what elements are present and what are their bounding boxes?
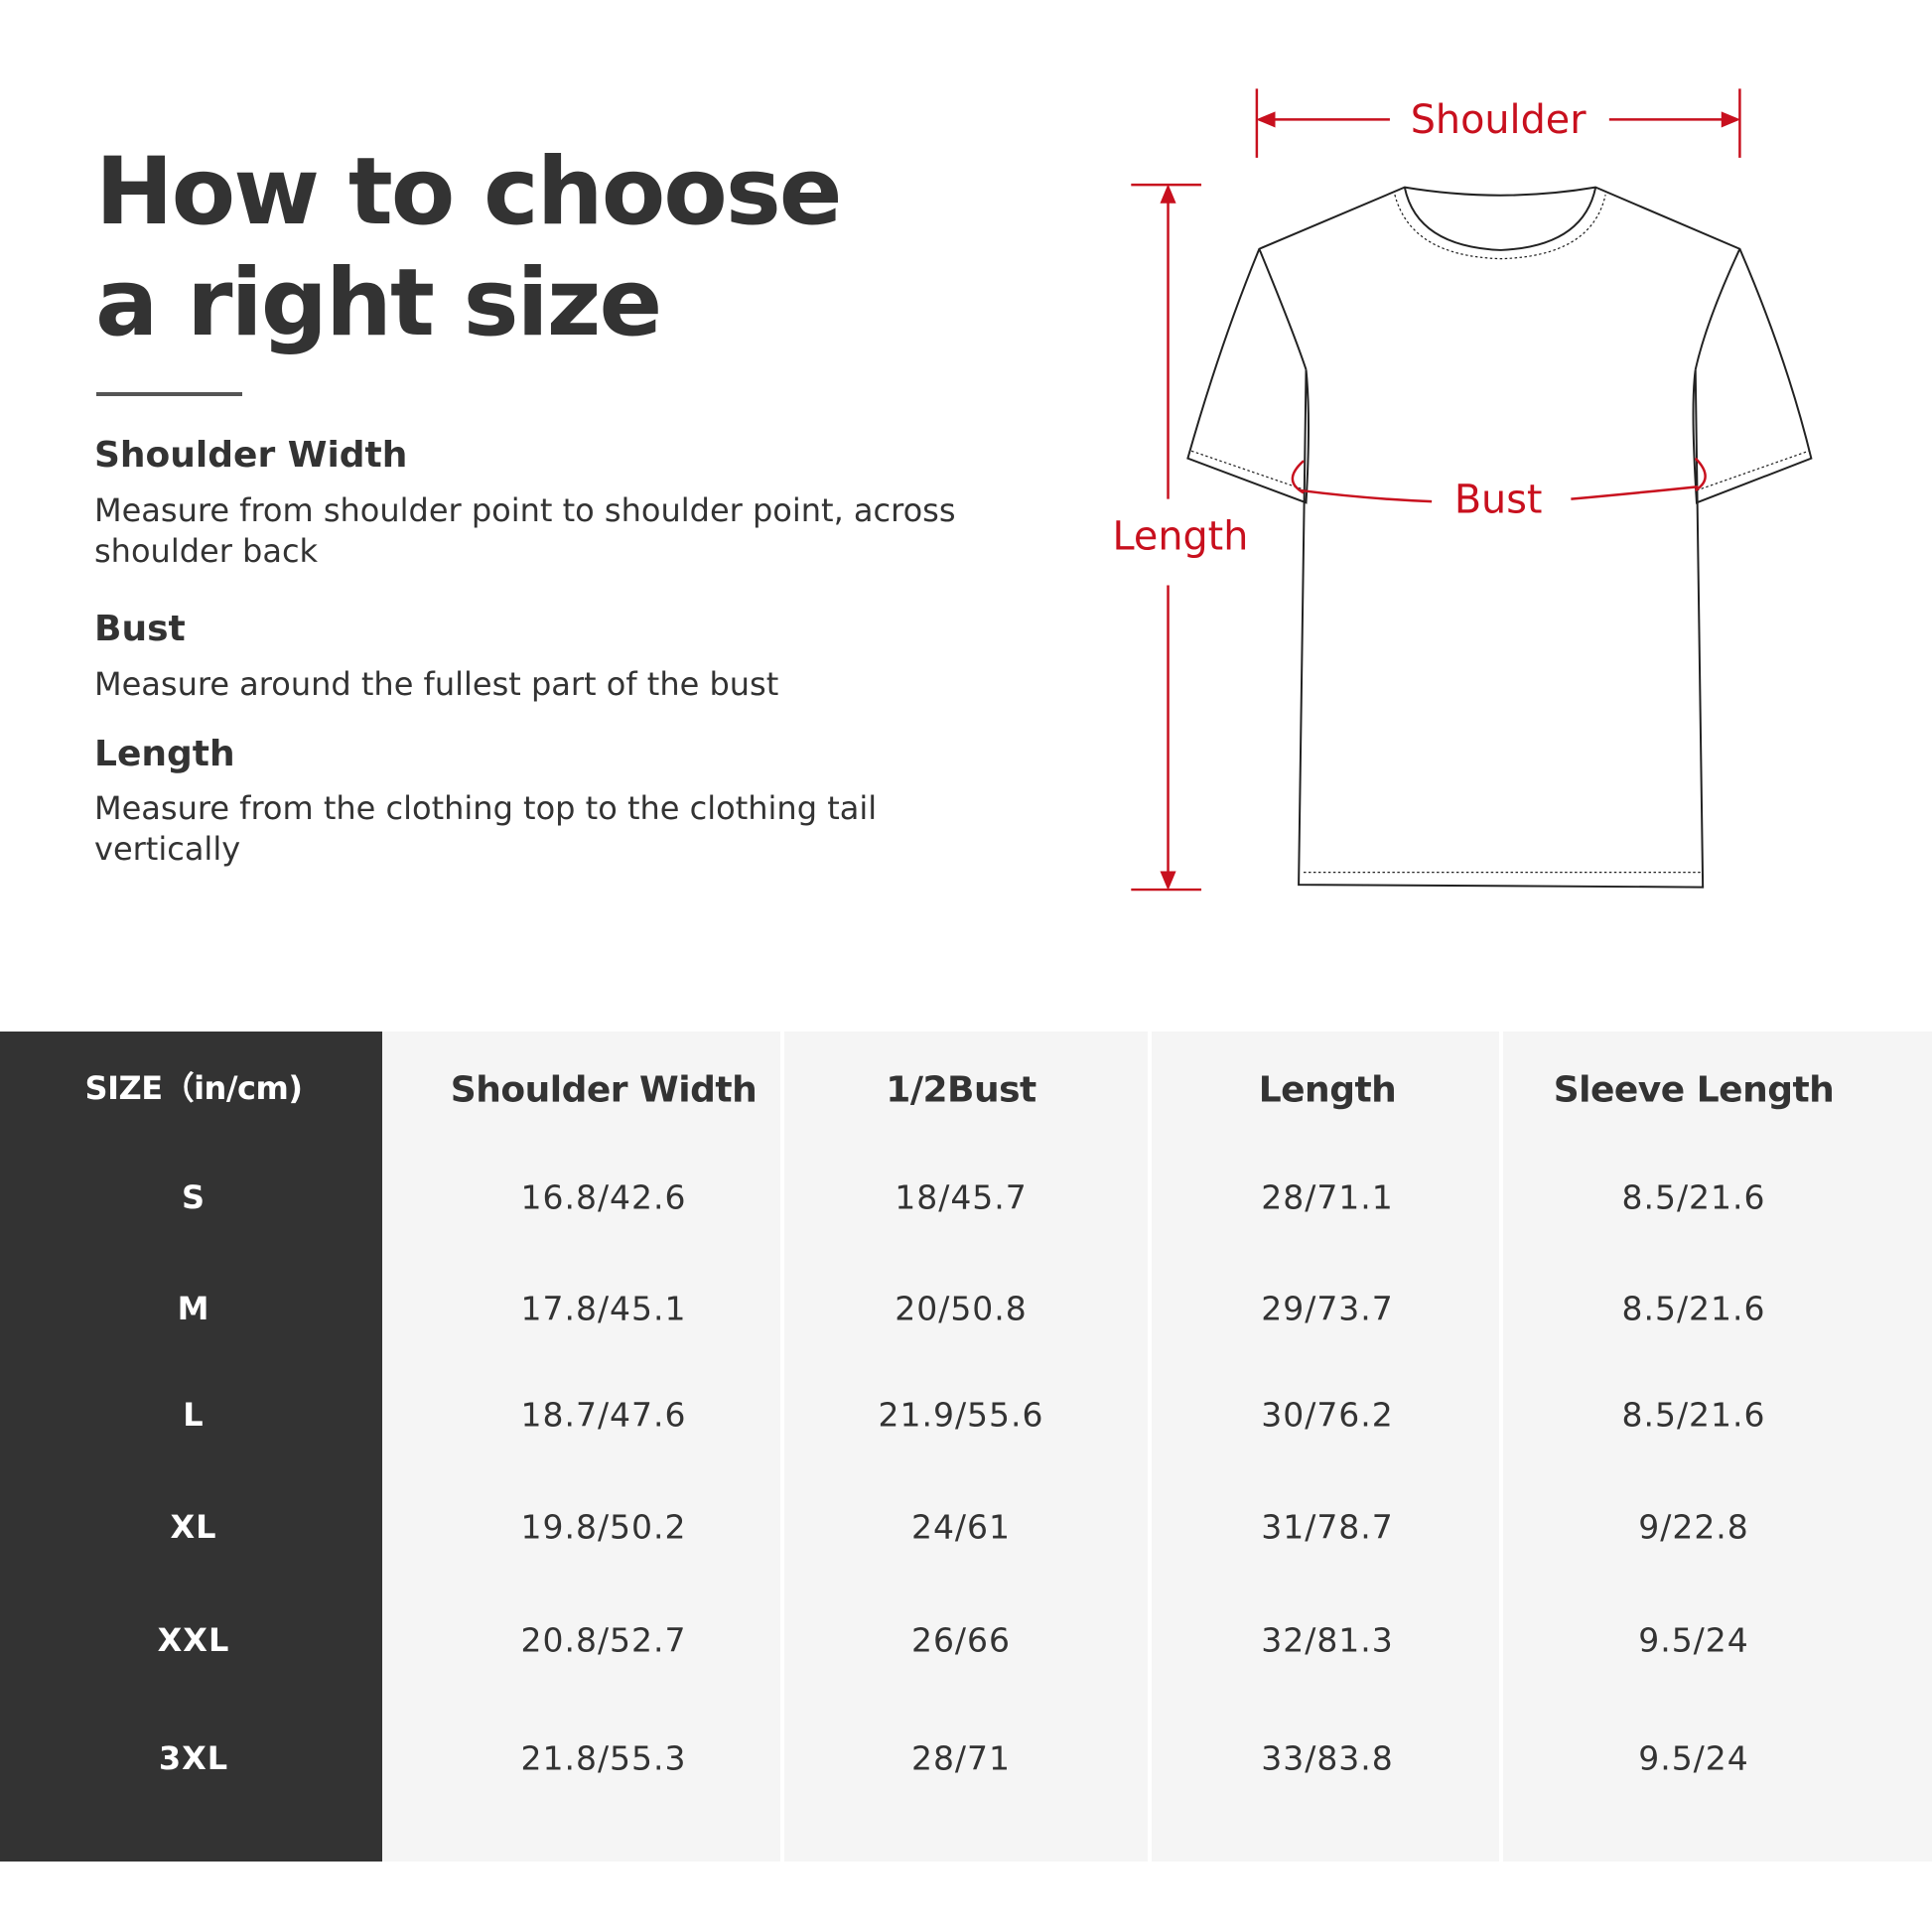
size-label: XL (170, 1508, 217, 1546)
header-shoulder-width: Shoulder Width (450, 1069, 758, 1111)
size-label: 3XL (158, 1739, 229, 1777)
cell-length: 33/83.8 (1261, 1738, 1394, 1778)
cell-half-bust: 21.9/55.6 (878, 1395, 1044, 1435)
length-label: Length (1112, 514, 1248, 560)
cell-half-bust: 26/66 (910, 1620, 1012, 1660)
cell-shoulder-width: 18.7/47.6 (520, 1395, 687, 1435)
cell-half-bust: 28/71 (910, 1738, 1012, 1778)
cell-shoulder-width: 16.8/42.6 (520, 1177, 687, 1217)
column-bg (1503, 1032, 1932, 1862)
cell-shoulder-width: 19.8/50.2 (520, 1507, 687, 1547)
column-bg (382, 1032, 780, 1862)
cell-length: 28/71.1 (1261, 1177, 1394, 1217)
cell-sleeve-length: 9.5/24 (1638, 1620, 1749, 1660)
tshirt-outline (1186, 186, 1813, 889)
column-bg (784, 1032, 1148, 1862)
cell-sleeve-length: 9/22.8 (1638, 1507, 1749, 1547)
header-sleeve-length: Sleeve Length (1553, 1069, 1835, 1111)
cell-sleeve-length: 8.5/21.6 (1621, 1289, 1766, 1328)
cell-sleeve-length: 9.5/24 (1638, 1738, 1749, 1778)
size-label: M (177, 1290, 210, 1327)
header-length: Length (1258, 1069, 1397, 1111)
size-column (0, 1032, 382, 1862)
size-label: L (183, 1396, 205, 1434)
page-title: How to choose a right size (95, 137, 843, 359)
cell-shoulder-width: 20.8/52.7 (520, 1620, 687, 1660)
title-divider (96, 392, 242, 396)
title-line-1: How to choose (95, 138, 843, 246)
bust-label: Bust (1454, 477, 1543, 522)
cell-half-bust: 20/50.8 (895, 1289, 1028, 1328)
cell-length: 29/73.7 (1261, 1289, 1394, 1328)
header-size: SIZE（in/cm) (84, 1069, 303, 1107)
cell-shoulder-width: 21.8/55.3 (520, 1738, 687, 1778)
cell-sleeve-length: 8.5/21.6 (1621, 1395, 1766, 1435)
size-label: S (181, 1178, 207, 1216)
cell-length: 30/76.2 (1261, 1395, 1394, 1435)
cell-length: 32/81.3 (1261, 1620, 1394, 1660)
guide-desc-bust: Measure around the fullest part of the b… (94, 665, 779, 703)
cell-length: 31/78.7 (1261, 1507, 1394, 1547)
cell-half-bust: 24/61 (910, 1507, 1012, 1547)
size-label: XXL (157, 1621, 230, 1659)
size-table: SIZE（in/cm) Shoulder Width 1/2Bust Length Sl… (0, 1032, 1932, 1862)
guide-heading-bust: Bust (94, 609, 186, 649)
cell-half-bust: 18/45.7 (895, 1177, 1028, 1217)
guide-heading-length: Length (94, 734, 235, 774)
guide-desc-length: Measure from the clothing top to the clo… (94, 789, 878, 868)
header-half-bust: 1/2Bust (886, 1069, 1036, 1111)
column-bg (1152, 1032, 1499, 1862)
cell-shoulder-width: 17.8/45.1 (520, 1289, 687, 1328)
title-line-2: a right size (95, 249, 662, 357)
guide-desc-shoulder: Measure from shoulder point to shoulder … (94, 491, 956, 570)
guide-heading-shoulder: Shoulder Width (94, 435, 408, 476)
cell-sleeve-length: 8.5/21.6 (1621, 1177, 1766, 1217)
measure-lines (1131, 88, 1741, 892)
shoulder-label: Shoulder (1411, 97, 1587, 143)
